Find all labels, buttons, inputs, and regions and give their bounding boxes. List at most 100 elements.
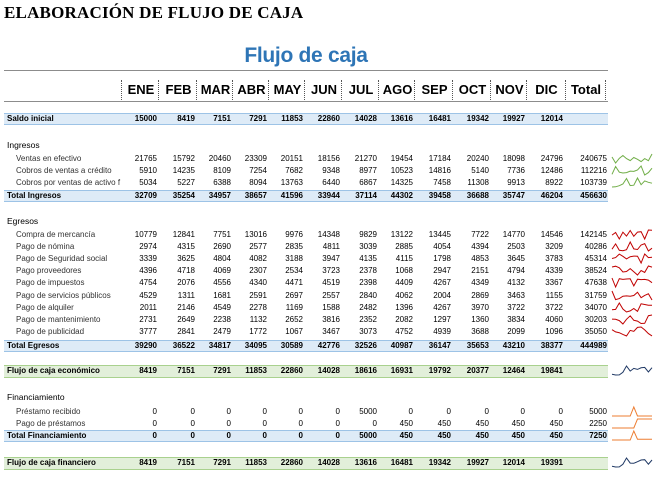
- cell-dic[interactable]: 3367: [545, 278, 563, 288]
- row-label[interactable]: Pago de mantenimiento: [16, 314, 101, 324]
- cell-feb[interactable]: 1311: [177, 290, 195, 300]
- cell-dic[interactable]: 8922: [545, 178, 563, 187]
- cell-oct[interactable]: 36688: [466, 191, 489, 200]
- cell-jul[interactable]: 5000: [359, 431, 377, 440]
- cell-abr[interactable]: 34095: [244, 341, 267, 350]
- cell-feb[interactable]: 7151: [177, 366, 195, 375]
- cell-nov[interactable]: 3463: [507, 290, 525, 300]
- cell-jun[interactable]: 14028: [317, 366, 340, 375]
- column-header-jul[interactable]: JUL: [348, 82, 374, 97]
- cell-may[interactable]: 2534: [285, 266, 303, 276]
- cell-ene[interactable]: 3339: [139, 254, 157, 264]
- cell-total[interactable]: 47638: [584, 278, 607, 288]
- cell-sep[interactable]: 450: [437, 419, 451, 428]
- cell-mar[interactable]: 1681: [213, 290, 231, 300]
- cell-mar[interactable]: 4069: [213, 266, 231, 276]
- cell-may[interactable]: 7682: [285, 166, 303, 175]
- cell-nov[interactable]: 0: [520, 407, 525, 416]
- cell-abr[interactable]: 1772: [249, 326, 267, 336]
- cell-jun[interactable]: 3816: [322, 314, 340, 324]
- cell-sep[interactable]: 2004: [433, 290, 451, 300]
- row-label[interactable]: Flujo de caja financiero: [7, 458, 96, 467]
- cell-oct[interactable]: 7722: [471, 230, 489, 239]
- cell-jun[interactable]: 18156: [317, 154, 340, 163]
- row-label[interactable]: Pago de publicidad: [16, 326, 85, 336]
- row-label[interactable]: Pago proveedores: [16, 266, 82, 276]
- column-header-total[interactable]: Total: [570, 82, 602, 97]
- cell-dic[interactable]: 12014: [540, 114, 563, 123]
- cell-ene[interactable]: 8419: [139, 366, 157, 375]
- row-label[interactable]: Cobros de ventas a crédito: [16, 166, 112, 175]
- cell-jun[interactable]: 22860: [317, 114, 340, 123]
- cell-ene[interactable]: 32709: [134, 191, 157, 200]
- row-label[interactable]: Pago de servicios públicos: [16, 290, 111, 300]
- cell-ago[interactable]: 2885: [395, 242, 413, 252]
- cell-jul[interactable]: 13616: [354, 458, 377, 467]
- column-header-sep[interactable]: SEP: [421, 82, 448, 97]
- row-label[interactable]: Préstamo recibido: [16, 407, 81, 416]
- cell-may[interactable]: 4471: [285, 278, 303, 288]
- cell-jul[interactable]: 8977: [359, 166, 377, 175]
- cell-ene[interactable]: 4529: [139, 290, 157, 300]
- cell-mar[interactable]: 2238: [213, 314, 231, 324]
- column-header-mar[interactable]: MAR: [200, 82, 231, 97]
- row-label[interactable]: Total Financiamiento: [7, 431, 87, 440]
- cell-sep[interactable]: 14816: [428, 166, 451, 175]
- cell-ago[interactable]: 450: [399, 419, 413, 428]
- cell-jul[interactable]: 0: [372, 419, 377, 428]
- cell-dic[interactable]: 46204: [540, 191, 563, 200]
- cell-ago[interactable]: 44302: [390, 191, 413, 200]
- cell-jul[interactable]: 9829: [359, 230, 377, 239]
- cell-sep[interactable]: 0: [446, 407, 451, 416]
- cell-nov[interactable]: 14770: [502, 230, 525, 239]
- cell-abr[interactable]: 7291: [249, 114, 267, 123]
- cell-nov[interactable]: 9913: [507, 178, 525, 187]
- cell-ene[interactable]: 0: [152, 419, 157, 428]
- cell-oct[interactable]: 2151: [471, 266, 489, 276]
- row-label[interactable]: Pago de impuestos: [16, 278, 85, 288]
- cell-ene[interactable]: 21765: [134, 154, 157, 163]
- cell-abr[interactable]: 11853: [245, 366, 267, 375]
- cell-ene[interactable]: 2731: [139, 314, 157, 324]
- cell-mar[interactable]: 8109: [213, 166, 231, 175]
- cell-ene[interactable]: 5034: [139, 178, 157, 187]
- cell-oct[interactable]: 4853: [471, 254, 489, 264]
- cell-feb[interactable]: 36522: [172, 341, 195, 350]
- cell-abr[interactable]: 13016: [244, 230, 267, 239]
- cell-may[interactable]: 30589: [280, 341, 303, 350]
- cell-oct[interactable]: 4394: [471, 242, 489, 252]
- cell-ene[interactable]: 0: [152, 407, 157, 416]
- cell-jun[interactable]: 14028: [317, 458, 340, 467]
- cell-abr[interactable]: 2577: [249, 242, 267, 252]
- cell-total[interactable]: 2250: [589, 419, 607, 428]
- cell-may[interactable]: 1067: [285, 326, 303, 336]
- column-header-ene[interactable]: ENE: [127, 82, 155, 97]
- cell-ene[interactable]: 5910: [139, 166, 157, 175]
- row-label[interactable]: Pago de Seguridad social: [16, 254, 108, 264]
- cell-oct[interactable]: 450: [475, 431, 489, 440]
- cell-sep[interactable]: 36147: [428, 341, 451, 350]
- cell-nov[interactable]: 3722: [507, 302, 525, 312]
- cell-may[interactable]: 13763: [280, 178, 303, 187]
- cell-total[interactable]: 112216: [580, 166, 607, 175]
- cell-total[interactable]: 7250: [589, 431, 607, 440]
- cell-dic[interactable]: 3783: [545, 254, 563, 264]
- cell-nov[interactable]: 35747: [502, 191, 525, 200]
- cell-ago[interactable]: 16481: [390, 458, 413, 467]
- cell-jul[interactable]: 2398: [359, 278, 377, 288]
- row-label[interactable]: Pago de alquiler: [16, 302, 74, 312]
- cell-total[interactable]: 103739: [580, 178, 607, 187]
- cell-feb[interactable]: 2146: [177, 302, 195, 312]
- cell-total[interactable]: 5000: [589, 407, 607, 416]
- cell-abr[interactable]: 11853: [245, 458, 267, 467]
- cell-ago[interactable]: 4752: [395, 326, 413, 336]
- cell-mar[interactable]: 4549: [213, 302, 231, 312]
- cell-abr[interactable]: 4340: [249, 278, 267, 288]
- cell-mar[interactable]: 4804: [213, 254, 231, 264]
- cell-feb[interactable]: 8419: [177, 114, 195, 123]
- cell-jun[interactable]: 3723: [322, 266, 340, 276]
- cell-mar[interactable]: 2690: [213, 242, 231, 252]
- cell-ene[interactable]: 4754: [139, 278, 157, 288]
- cell-dic[interactable]: 3722: [545, 302, 563, 312]
- cell-may[interactable]: 0: [298, 431, 303, 440]
